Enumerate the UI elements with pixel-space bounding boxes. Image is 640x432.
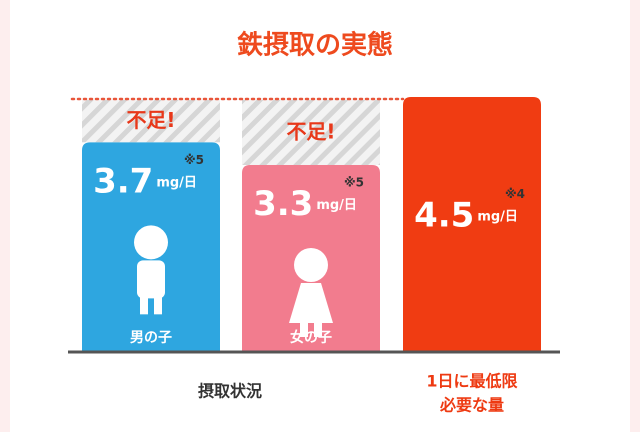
footnote: ※5 [184, 153, 204, 167]
value-label: 3.7 mg/日 [93, 161, 197, 201]
chart-title: 鉄摂取の実態 [237, 30, 393, 61]
side-band [0, 0, 10, 432]
child-leg [154, 296, 162, 315]
shortfall-label: 不足! [286, 120, 335, 144]
value: 3.7 [93, 161, 153, 201]
unit: mg/日 [156, 175, 197, 190]
value-label: 4.5 mg/日 [414, 195, 518, 235]
category-label: 男の子 [130, 330, 172, 346]
child-body [137, 260, 165, 299]
value-label: 3.3 mg/日 [253, 184, 357, 224]
child-head [294, 248, 328, 282]
side-band [630, 0, 640, 432]
shortfall-hatch [242, 100, 380, 165]
shortfall-hatch [82, 100, 220, 143]
group-label: 1日に最低限 [426, 372, 518, 391]
child-leg [300, 319, 308, 337]
footnote: ※4 [505, 187, 525, 201]
category-label: 女の子 [290, 329, 332, 346]
shortfall-label: 不足! [126, 108, 175, 132]
group-label: 摂取状況 [198, 382, 262, 401]
bar [403, 97, 541, 352]
unit: mg/日 [477, 209, 518, 224]
unit: mg/日 [316, 198, 357, 213]
footnote: ※5 [344, 176, 364, 190]
child-body [289, 283, 333, 323]
group-label: 必要な量 [439, 396, 504, 415]
child-head [134, 225, 168, 260]
child-leg [314, 319, 322, 337]
child-leg [140, 296, 148, 315]
value: 3.3 [253, 184, 313, 224]
value: 4.5 [414, 195, 474, 235]
